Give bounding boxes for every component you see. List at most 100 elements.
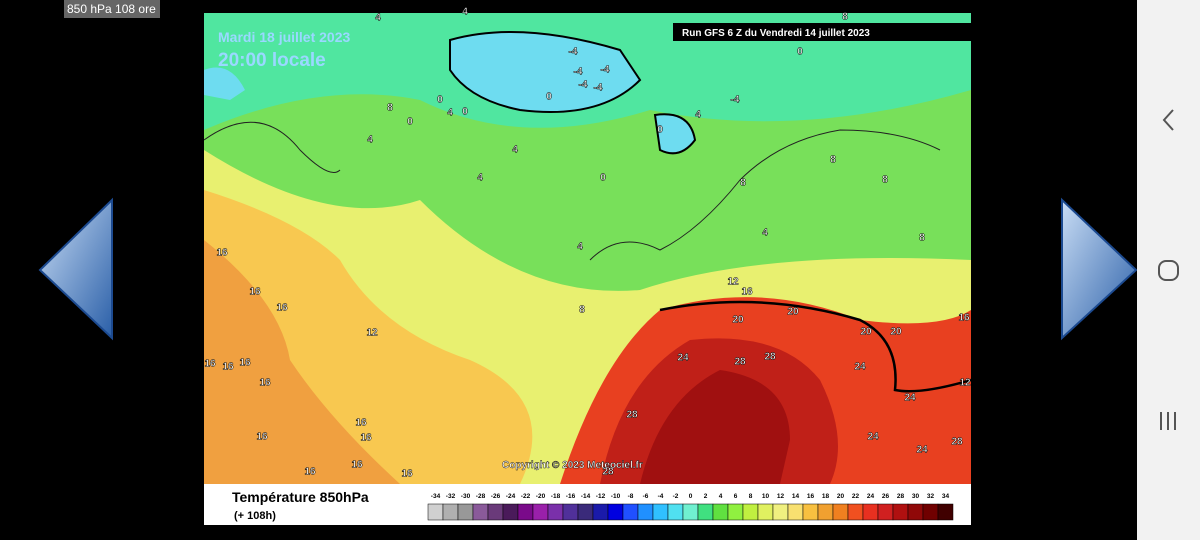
scale-label: 0 bbox=[689, 493, 693, 500]
contour-label: 20 bbox=[732, 315, 744, 326]
contour-label: -4 bbox=[574, 67, 583, 78]
scale-cell bbox=[682, 503, 699, 521]
scale-label: -22 bbox=[521, 493, 531, 500]
contour-label: 16 bbox=[249, 287, 261, 298]
back-button[interactable] bbox=[1162, 109, 1174, 131]
scale-cell bbox=[547, 503, 564, 521]
contour-label: 20 bbox=[787, 307, 799, 318]
scale-label: -34 bbox=[431, 493, 441, 500]
status-title: 850 hPa 108 ore bbox=[67, 2, 156, 16]
scale-label: -10 bbox=[611, 493, 621, 500]
contour-label: 0 bbox=[407, 117, 413, 128]
copyright: Copyright © 2023 Meteociel.fr bbox=[502, 460, 643, 471]
contour-label: 16 bbox=[276, 303, 288, 314]
scale-label: -4 bbox=[658, 493, 664, 500]
scale-cell bbox=[532, 503, 549, 521]
scale-label: -14 bbox=[581, 493, 591, 500]
contour-label: 0 bbox=[657, 125, 663, 136]
scale-cell bbox=[562, 503, 579, 521]
scale-label: 10 bbox=[762, 493, 770, 500]
contour-label: 0 bbox=[437, 95, 443, 106]
scale-cell bbox=[607, 503, 624, 521]
scale-cell bbox=[907, 503, 924, 521]
scale-label: -2 bbox=[673, 493, 679, 500]
contour-label: 16 bbox=[256, 432, 268, 443]
run-box bbox=[673, 23, 971, 41]
contour-label: 24 bbox=[904, 393, 916, 404]
scale-label: -20 bbox=[536, 493, 546, 500]
contour-label: -4 bbox=[601, 65, 610, 76]
contour-label: 4 bbox=[695, 110, 701, 121]
scale-cell bbox=[517, 503, 534, 521]
contour-label: 4 bbox=[762, 228, 768, 239]
scale-label: 26 bbox=[882, 493, 890, 500]
scale-cell bbox=[652, 503, 669, 521]
recents-button[interactable] bbox=[1160, 412, 1176, 430]
contour-label: 16 bbox=[222, 362, 234, 373]
contour-label: 28 bbox=[951, 437, 963, 448]
scale-label: -18 bbox=[551, 493, 561, 500]
scale-label: 20 bbox=[837, 493, 845, 500]
contour-label: 12 bbox=[959, 378, 971, 389]
scale-cell bbox=[757, 503, 774, 521]
scale-label: -16 bbox=[566, 493, 576, 500]
contour-label: 28 bbox=[626, 410, 638, 421]
scale-cell bbox=[742, 503, 759, 521]
scale-cell bbox=[862, 503, 879, 521]
prev-arrow[interactable] bbox=[38, 197, 113, 341]
contour-label: 16 bbox=[741, 287, 753, 298]
scale-cell bbox=[427, 503, 444, 521]
legend-title: Température 850hPa bbox=[232, 489, 369, 505]
contour-label: 24 bbox=[867, 432, 879, 443]
scale-cell bbox=[802, 503, 819, 521]
contour-label: 16 bbox=[355, 418, 367, 429]
scale-cell bbox=[727, 503, 744, 521]
nav-bar bbox=[1137, 0, 1200, 540]
contour-label: 28 bbox=[764, 352, 776, 363]
scale-label: -30 bbox=[461, 493, 471, 500]
scale-label: 18 bbox=[822, 493, 830, 500]
contour-label: 0 bbox=[797, 47, 803, 58]
scale-cell bbox=[712, 503, 729, 521]
scale-cell bbox=[787, 503, 804, 521]
contour-label: 0 bbox=[546, 92, 552, 103]
scale-label: 24 bbox=[867, 493, 875, 500]
scale-label: -12 bbox=[596, 493, 606, 500]
contour-label: -4 bbox=[594, 83, 603, 94]
scale-label: 16 bbox=[807, 493, 815, 500]
scale-label: -28 bbox=[476, 493, 486, 500]
contour-label: 24 bbox=[677, 353, 689, 364]
contour-label: 8 bbox=[882, 175, 888, 186]
run-label: Run GFS 6 Z du Vendredi 14 juillet 2023 bbox=[682, 28, 870, 39]
contour-label: 0 bbox=[462, 107, 468, 118]
scale-cell bbox=[832, 503, 849, 521]
scale-cell bbox=[697, 503, 714, 521]
scale-label: 28 bbox=[897, 493, 905, 500]
contour-label: 4 bbox=[447, 108, 453, 119]
scale-cell bbox=[592, 503, 609, 521]
contour-label: 8 bbox=[842, 12, 848, 23]
next-arrow[interactable] bbox=[1061, 197, 1138, 341]
home-button[interactable] bbox=[1158, 260, 1179, 281]
contour-label: 16 bbox=[204, 359, 216, 370]
scale-cell bbox=[817, 503, 834, 521]
scale-label: 22 bbox=[852, 493, 860, 500]
contour-label: 8 bbox=[740, 178, 746, 189]
contour-label: 0 bbox=[600, 173, 606, 184]
scale-label: 12 bbox=[777, 493, 785, 500]
scale-cell bbox=[772, 503, 789, 521]
contour-label: 4 bbox=[375, 13, 381, 24]
scale-label: 14 bbox=[792, 493, 800, 500]
scale-cell bbox=[847, 503, 864, 521]
contour-label: 16 bbox=[239, 358, 251, 369]
scale-label: 32 bbox=[927, 493, 935, 500]
contour-label: 8 bbox=[830, 155, 836, 166]
scale-label: -32 bbox=[446, 493, 456, 500]
contour-label: 28 bbox=[602, 467, 614, 478]
scale-label: 34 bbox=[942, 493, 950, 500]
scale-cell bbox=[637, 503, 654, 521]
color-scale: -34 -32 -30 -28 -26 -24 -22 -20 -18 -16 -14 -12 -10-… bbox=[427, 493, 954, 521]
scale-cell bbox=[877, 503, 894, 521]
